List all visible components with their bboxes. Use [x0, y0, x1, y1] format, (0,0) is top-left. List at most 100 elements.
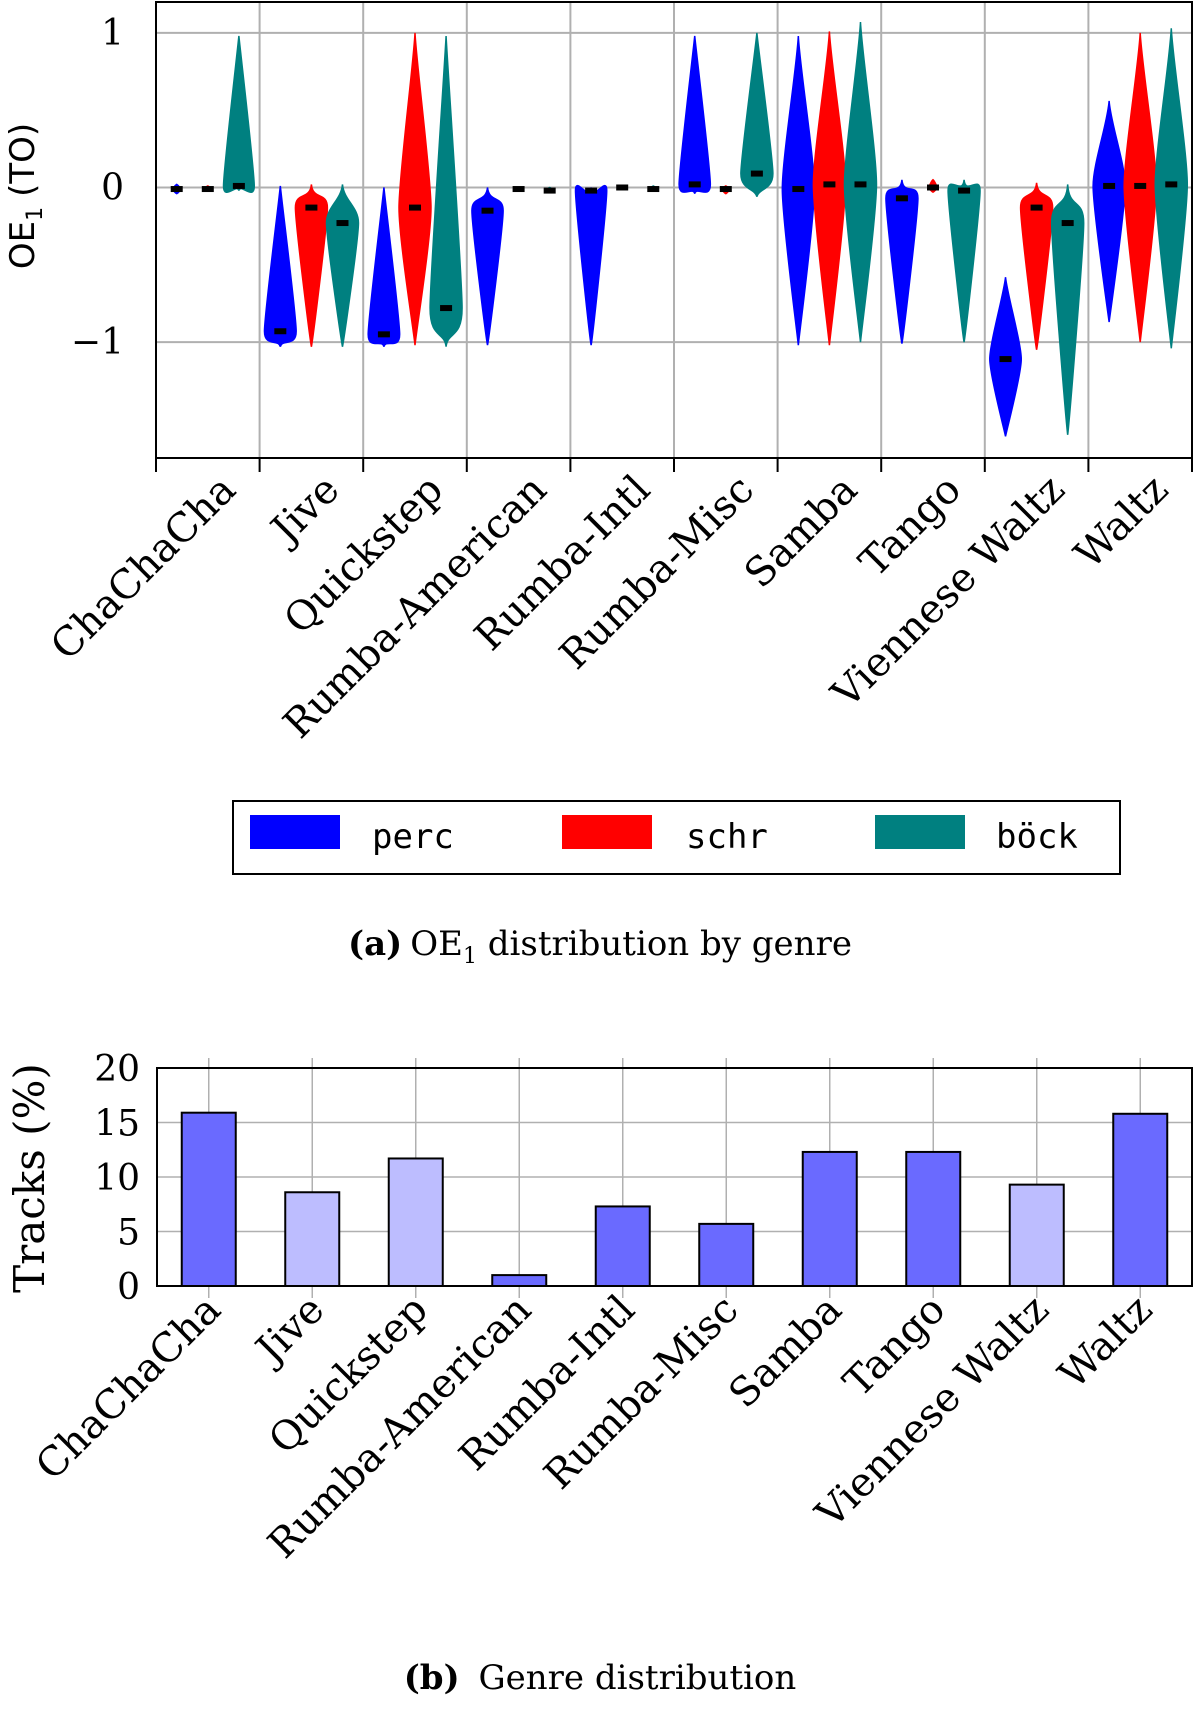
- y-label-main: OE: [3, 221, 43, 269]
- violin-body-1-2: [398, 32, 432, 346]
- violin-median-0-9: [1103, 182, 1116, 189]
- violin-median-2-2: [440, 305, 453, 312]
- violin-median-1-9: [1134, 182, 1147, 189]
- bar-y-axis-label: Tracks (%): [5, 1063, 54, 1293]
- violin-x-tick-label: Waltz: [1066, 467, 1177, 578]
- legend-frame: [232, 800, 1121, 875]
- y-label-sub: 1: [23, 207, 48, 221]
- legend-swatch-bock: [875, 815, 965, 849]
- legend-label-bock: böck: [996, 817, 1078, 857]
- bar-y-tick-label: 20: [94, 1049, 140, 1090]
- bar-7: [905, 1150, 962, 1288]
- violin-body-2-2: [429, 35, 463, 347]
- violin-body-1-1: [294, 184, 329, 347]
- violin-body-1-8: [1019, 182, 1054, 350]
- violin-median-1-6: [823, 181, 836, 188]
- violin-y-axis-label: OE1 (TO): [3, 123, 48, 269]
- violin-body-0-2: [367, 187, 401, 348]
- caption-b-label: (b): [403, 1658, 460, 1698]
- bar-1: [284, 1191, 341, 1288]
- y-label-suffix: (TO): [3, 123, 43, 197]
- violin-median-0-7: [895, 195, 908, 202]
- bar-2: [387, 1157, 444, 1287]
- violin-median-1-0: [201, 186, 214, 193]
- violin-median-1-5: [719, 186, 732, 193]
- violin-median-1-1: [305, 204, 318, 211]
- violin-legend: perc schr böck: [232, 800, 1121, 875]
- caption-a-sub: 1: [462, 943, 477, 969]
- legend-label-schr: schr: [686, 817, 768, 857]
- violin-median-1-2: [409, 204, 421, 211]
- bar-x-tick-label: Samba: [720, 1287, 851, 1418]
- violin-median-2-9: [1165, 181, 1178, 188]
- caption-a: (a) OE1 distribution by genre: [0, 924, 1200, 969]
- violin-y-tick-label: 0: [101, 167, 124, 208]
- violin-x-tick-label: ChaChaCha: [42, 467, 245, 670]
- violin-median-2-7: [958, 187, 971, 194]
- violin-body-1-6: [812, 31, 847, 346]
- violin-median-0-4: [585, 187, 598, 194]
- violin-median-0-5: [688, 181, 701, 188]
- violin-median-0-8: [999, 356, 1012, 363]
- violin-body-0-5: [678, 35, 712, 195]
- violin-body-2-7: [947, 179, 981, 343]
- violin-y-tick-label: −1: [71, 322, 124, 363]
- violin-body-2-9: [1154, 28, 1189, 349]
- violin-median-1-3: [512, 186, 525, 193]
- legend-swatch-schr: [562, 815, 652, 849]
- bar-y-tick-label: 10: [94, 1158, 140, 1199]
- violin-body-0-7: [885, 179, 919, 344]
- violin-x-tick-label: Samba: [736, 467, 867, 598]
- violin-x-tick-label: Jive: [260, 467, 348, 555]
- caption-b-text: Genre distribution: [478, 1658, 797, 1698]
- legend-swatch-perc: [250, 815, 340, 849]
- bar-5: [698, 1222, 755, 1287]
- violin-body-2-5: [740, 32, 774, 198]
- caption-b: (b) Genre distribution: [0, 1658, 1200, 1698]
- violin-median-2-8: [1061, 220, 1074, 227]
- bar-x-tick-label: ChaChaCha: [27, 1287, 230, 1490]
- bar-x-tick-label: Waltz: [1050, 1287, 1161, 1398]
- caption-a-text: distribution by genre: [487, 924, 852, 964]
- violin-median-1-4: [616, 184, 629, 191]
- legend-label-perc: perc: [372, 817, 454, 857]
- bar-0: [180, 1111, 237, 1287]
- bar-y-tick-label: 0: [117, 1267, 140, 1308]
- violin-median-2-6: [854, 181, 867, 188]
- violin-median-0-1: [274, 328, 287, 335]
- violin-median-0-3: [481, 207, 494, 214]
- violin-body-2-0: [222, 35, 255, 193]
- violin-median-0-6: [792, 186, 805, 193]
- violin-median-0-0: [170, 186, 183, 193]
- bar-8: [1008, 1183, 1065, 1288]
- violin-median-2-3: [543, 187, 556, 194]
- bar-6: [801, 1150, 858, 1288]
- bar-x-tick-label: Jive: [245, 1287, 333, 1375]
- violin-marks: [170, 22, 1189, 437]
- violin-body-2-1: [325, 184, 360, 347]
- violin-body-2-8: [1050, 184, 1085, 435]
- violin-body-0-4: [574, 184, 608, 346]
- violin-median-0-2: [377, 331, 390, 338]
- bar-marks: [180, 1111, 1169, 1288]
- violin-y-tick-label: 1: [101, 13, 124, 54]
- violin-body-0-1: [263, 185, 297, 348]
- caption-a-label: (a): [348, 924, 403, 964]
- bar-3: [491, 1274, 548, 1287]
- violin-median-1-8: [1030, 204, 1043, 211]
- violin-median-1-7: [927, 184, 939, 191]
- violin-median-2-0: [232, 182, 245, 189]
- bar-y-tick-label: 15: [94, 1104, 140, 1145]
- caption-a-prefix: OE: [410, 924, 463, 964]
- bar-plot-frame: [156, 1067, 1193, 1287]
- violin-body-0-3: [471, 187, 504, 346]
- violin-median-2-1: [336, 220, 349, 227]
- violin-median-2-5: [750, 170, 763, 177]
- bar-4: [594, 1205, 651, 1288]
- bar-9: [1112, 1112, 1169, 1288]
- violin-body-0-9: [1092, 100, 1126, 323]
